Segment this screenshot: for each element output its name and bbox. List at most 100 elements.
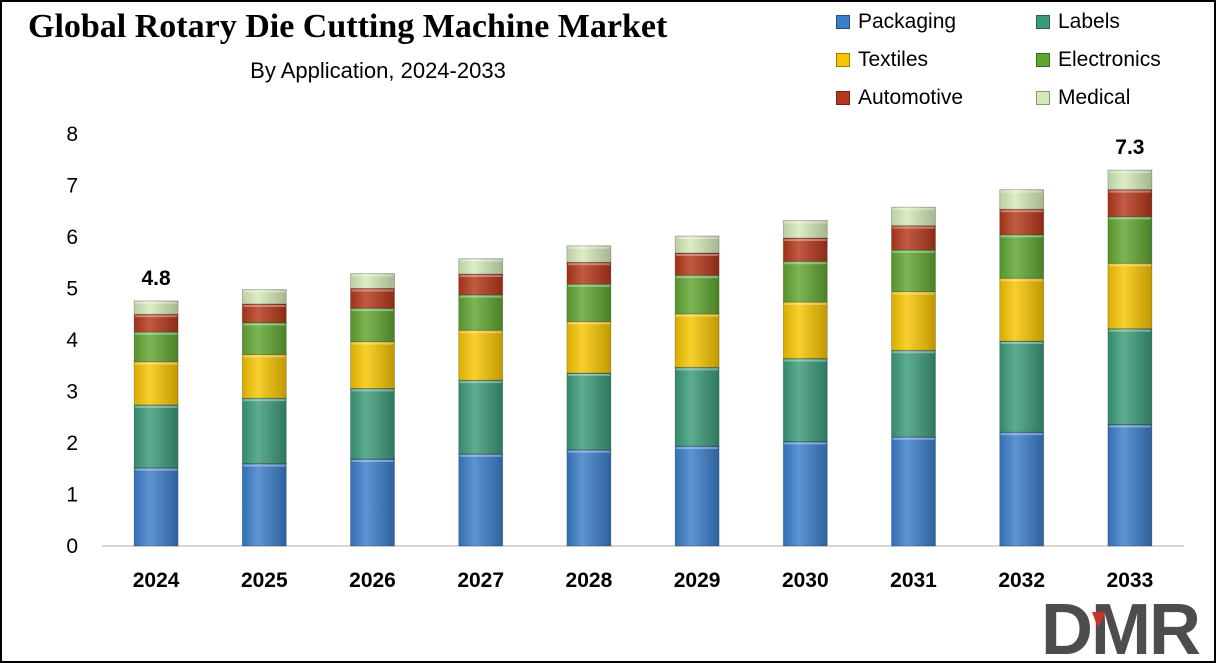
bar-segment-highlight [1108,190,1151,193]
bar-segment-textiles-2029 [674,313,720,368]
x-tick-label-2033: 2033 [1107,569,1154,592]
bar-segment-highlight [135,468,178,471]
bar-segment-labels-2027 [458,379,504,455]
bar-segment-medical-2033 [1107,169,1153,191]
bar-segment-electronics-2024 [133,331,179,363]
bar-segment-highlight [351,289,394,292]
legend-item-automotive: Automotive [836,86,963,110]
bar-segment-automotive-2030 [782,237,828,262]
bar-segment-packaging-2031 [891,436,936,547]
x-tick-label-2028: 2028 [566,569,613,592]
bar-segment-packaging-2032 [999,431,1045,547]
data-label-2033: 7.3 [1115,136,1144,159]
bar-segment-automotive-2033 [1107,189,1153,217]
legend-item-textiles: Textiles [836,48,928,72]
bar-segment-labels-2032 [999,340,1045,433]
bar-segment-highlight [1000,342,1043,345]
x-tick-label-2027: 2027 [457,569,504,592]
bar-segment-highlight [459,259,502,262]
bar-segment-highlight [1108,425,1151,428]
y-tick-label: 5 [66,278,78,301]
bar-segment-highlight [243,464,286,467]
bar-segment-highlight [892,351,935,354]
bar-segment-automotive-2031 [891,225,936,251]
bar-segment-highlight [459,381,502,384]
bar-segment-medical-2031 [891,206,936,227]
bar-segment-medical-2025 [241,289,287,305]
bar-segment-labels-2025 [241,397,287,465]
bar-segment-highlight [784,359,827,362]
bar-segment-highlight [135,332,178,335]
bar-segment-packaging-2030 [782,441,828,547]
bar-segment-highlight [1000,210,1043,213]
bar-segment-highlight [892,292,935,295]
y-tick-label: 0 [66,535,78,558]
bar-segment-highlight [567,263,610,266]
bar-segment-textiles-2033 [1107,262,1153,330]
bar-segment-highlight [351,389,394,392]
bar-segment-electronics-2025 [241,322,287,355]
bar-segment-medical-2029 [674,235,720,254]
bar-segment-highlight [892,208,935,211]
bar-segment-packaging-2027 [458,453,504,547]
bar-segment-packaging-2024 [133,467,179,547]
legend-label-textiles: Textiles [858,48,929,71]
bar-segment-textiles-2031 [891,291,936,351]
bar-segment-highlight [351,459,394,462]
bar-segment-highlight [784,239,827,242]
bar-segment-medical-2024 [133,300,179,315]
logo-accent-shape [1092,612,1106,628]
bar-segment-automotive-2032 [999,208,1045,235]
bar-segment-medical-2027 [458,258,504,275]
y-tick-label: 2 [66,432,78,455]
bar-segment-highlight [135,315,178,318]
x-tick-label-2030: 2030 [782,569,829,592]
bar-segment-highlight [459,454,502,457]
bar-segment-electronics-2028 [566,283,612,322]
bar-segment-highlight [676,276,719,279]
bar-segment-medical-2026 [350,273,395,289]
x-tick-label-2025: 2025 [241,569,288,592]
bar-segment-labels-2033 [1107,328,1153,425]
legend-swatch-packaging [836,15,850,29]
dmr-logo-text: DMR [1041,598,1200,658]
legend-swatch-automotive [836,91,850,105]
bar-segment-textiles-2030 [782,301,828,359]
bar-segment-automotive-2029 [674,252,720,276]
bar-segment-automotive-2027 [458,273,504,296]
bar-segment-labels-2029 [674,366,720,447]
bar-segment-highlight [351,309,394,312]
x-tick-label-2032: 2032 [998,569,1045,592]
bar-segment-electronics-2027 [458,294,504,331]
bar-segment-highlight [784,302,827,305]
bar-segment-highlight [1108,171,1151,174]
y-tick-label: 8 [66,123,78,146]
legend: Packaging Labels Textiles Electronics Automo… [836,10,1206,130]
legend-swatch-medical [1036,91,1050,105]
bar-segment-highlight [243,290,286,293]
legend-item-medical: Medical [1036,86,1130,110]
bar-segment-highlight [135,405,178,408]
legend-label-medical: Medical [1058,86,1131,109]
bar-segment-automotive-2028 [566,261,612,285]
x-tick-label-2029: 2029 [674,569,721,592]
legend-swatch-textiles [836,53,850,67]
bar-segment-highlight [351,342,394,345]
bar-segment-highlight [1000,190,1043,193]
legend-swatch-electronics [1036,53,1050,67]
bar-segment-labels-2031 [891,349,936,438]
bar-segment-highlight [1108,329,1151,332]
bar-segment-medical-2030 [782,220,828,239]
bar-segment-highlight [459,275,502,278]
bar-segment-packaging-2026 [350,458,395,547]
bar-segment-textiles-2027 [458,329,504,381]
y-tick-label: 4 [66,329,78,352]
bar-segment-highlight [784,442,827,445]
legend-item-electronics: Electronics [1036,48,1161,72]
legend-label-automotive: Automotive [858,86,964,109]
bar-segment-highlight [676,236,719,239]
y-tick-label: 7 [66,175,78,198]
chart-title: Global Rotary Die Cutting Machine Market [28,8,668,45]
dmr-logo: DMR [1041,598,1202,658]
bar-segment-highlight [1000,433,1043,436]
